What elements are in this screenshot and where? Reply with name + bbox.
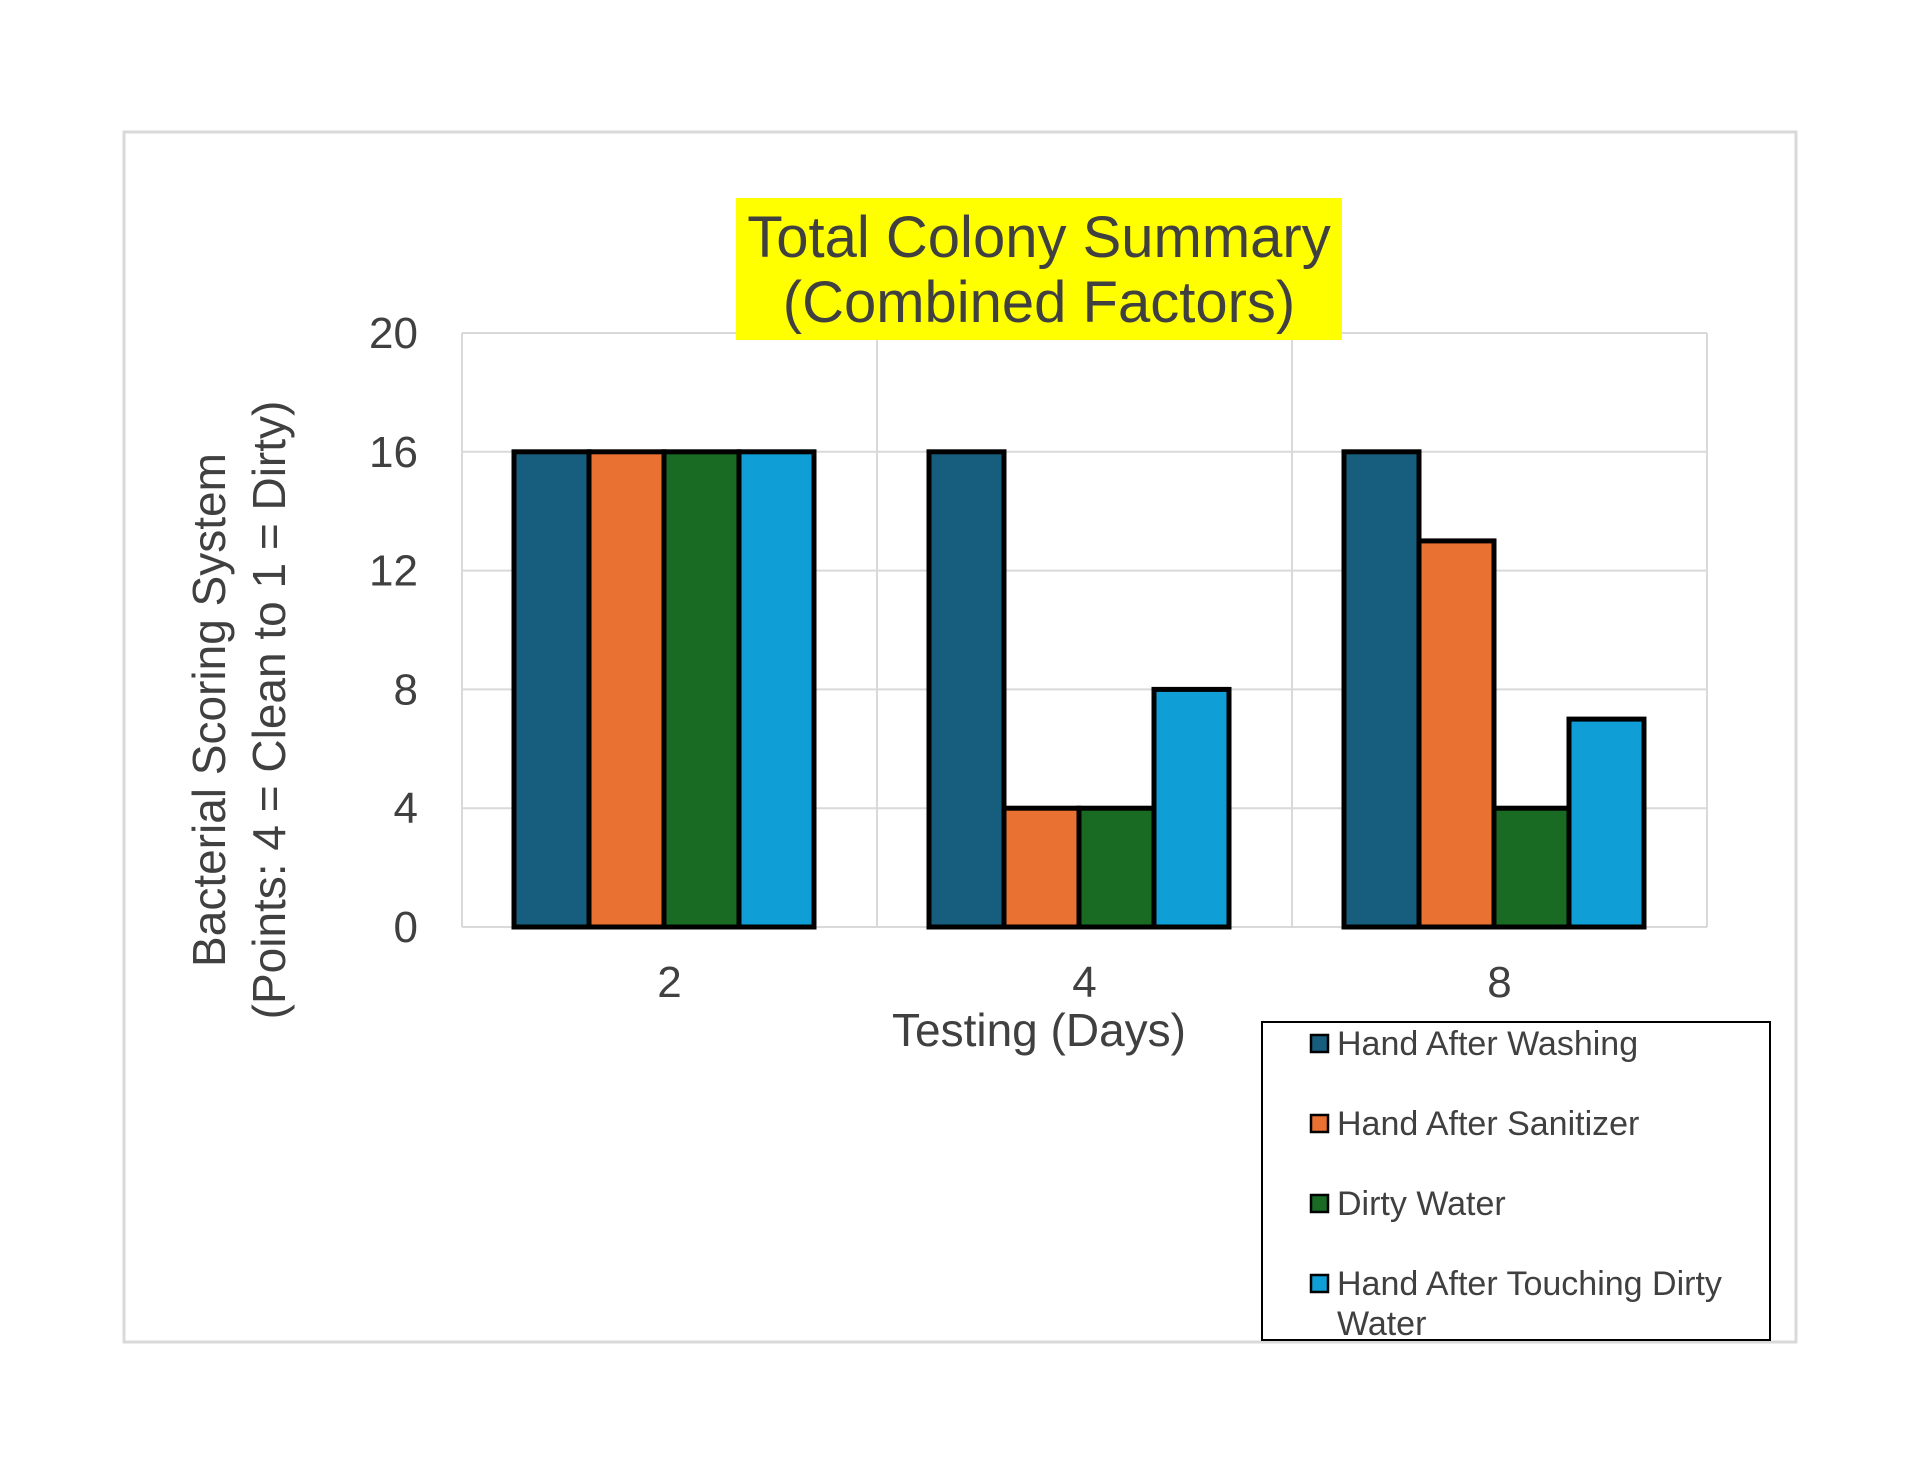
legend-item-hand-after-touching-dirty-water: Hand After Touching Dirty Water [1309, 1265, 1722, 1343]
title-highlight [736, 198, 1342, 340]
y-tick-label-16: 16 [369, 428, 418, 477]
bar-hand-after-washing-day-4 [926, 449, 1007, 930]
bar-hand-after-sanitizer-day-8 [1416, 538, 1497, 930]
bar-hand-after-touching-dirty-water-day-8 [1566, 716, 1647, 930]
bar-hand-after-sanitizer-day-4 [1001, 805, 1082, 930]
y-tick-label-8: 8 [394, 665, 418, 714]
y-tick-label-0: 0 [394, 903, 418, 952]
bar-dirty-water-day-8 [1491, 805, 1572, 930]
x-axis-title: Testing (Days) [892, 1004, 1186, 1056]
chart-title-line-1: Total Colony Summary [747, 205, 1330, 270]
y-axis-title: Bacterial Scoring System (Points: 4 = Cl… [183, 401, 295, 1020]
legend-item-dirty-water: Dirty Water [1309, 1185, 1506, 1223]
bar-dirty-water-day-2 [661, 449, 742, 930]
bar-hand-after-washing-day-2 [511, 449, 592, 930]
x-tick-label-8: 8 [1487, 958, 1511, 1007]
x-tick-label-4: 4 [1072, 958, 1096, 1007]
legend-item-hand-after-washing: Hand After Washing [1309, 1025, 1638, 1063]
y-axis-title-line-1: Bacterial Scoring System [183, 453, 235, 967]
y-axis-title-line-2: (Points: 4 = Clean to 1 = Dirty) [243, 401, 295, 1020]
bar-dirty-water-day-4 [1076, 805, 1157, 930]
bar-hand-after-touching-dirty-water-day-4 [1151, 686, 1232, 930]
chart-title: Total Colony Summary (Combined Factors) [736, 198, 1342, 340]
y-tick-labels: 0 4 8 12 16 20 [369, 309, 418, 952]
legend-swatch-hand-after-sanitizer [1309, 1113, 1330, 1134]
bar-hand-after-washing-day-8 [1341, 449, 1422, 930]
legend-item-hand-after-sanitizer: Hand After Sanitizer [1309, 1105, 1639, 1143]
legend-swatch-hand-after-touching-dirty-water [1309, 1273, 1330, 1294]
y-tick-label-4: 4 [394, 784, 418, 833]
legend-label-hand-after-sanitizer: Hand After Sanitizer [1337, 1105, 1639, 1143]
legend-box [1261, 1021, 1771, 1341]
bars [511, 449, 1647, 930]
legend-label-dirty-water: Dirty Water [1337, 1185, 1506, 1223]
legend: Hand After Washing Hand After Sanitizer … [1261, 1021, 1771, 1343]
legend-swatch-dirty-water [1309, 1193, 1330, 1214]
x-tick-labels: 2 4 8 [657, 958, 1511, 1007]
chart-title-line-2: (Combined Factors) [783, 270, 1295, 335]
legend-label-hand-after-touching-dirty-water-line-1: Hand After Touching Dirty [1337, 1265, 1722, 1303]
y-tick-label-12: 12 [369, 547, 418, 596]
legend-swatch-hand-after-washing [1309, 1033, 1330, 1054]
bar-hand-after-sanitizer-day-2 [586, 449, 667, 930]
y-tick-label-20: 20 [369, 309, 418, 358]
legend-label-hand-after-washing: Hand After Washing [1337, 1025, 1638, 1063]
bar-hand-after-touching-dirty-water-day-2 [736, 449, 817, 930]
legend-label-hand-after-touching-dirty-water-line-2: Water [1337, 1305, 1426, 1343]
x-tick-label-2: 2 [657, 958, 681, 1007]
